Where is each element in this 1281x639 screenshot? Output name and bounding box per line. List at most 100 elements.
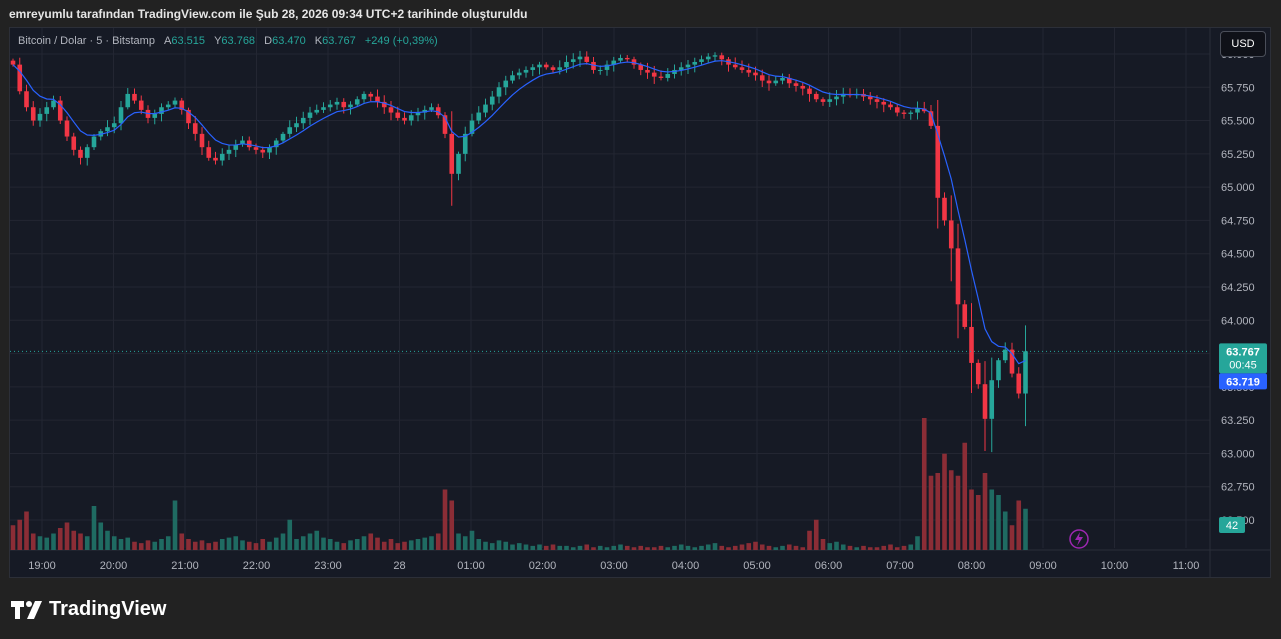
candle-body: [84, 147, 90, 158]
candle-body: [334, 101, 340, 105]
volume-bar: [591, 547, 596, 550]
volume-bar: [820, 539, 826, 550]
low-key: D: [264, 35, 273, 47]
volume-bar: [874, 547, 880, 550]
candle-body: [834, 96, 839, 100]
volume-bar: [253, 543, 259, 550]
volume-bar: [219, 539, 225, 550]
candle-body: [260, 149, 266, 153]
tradingview-logo[interactable]: TradingView: [11, 598, 166, 621]
volume-bar: [867, 547, 873, 550]
x-tick-label: 22:00: [243, 560, 271, 572]
candle-body: [786, 77, 792, 84]
volume-bar: [894, 547, 900, 550]
candle-body: [449, 133, 455, 174]
volume-bar: [584, 544, 590, 550]
candle-body: [361, 93, 367, 100]
volume-bar: [645, 547, 650, 550]
candle-body: [314, 109, 320, 113]
candle-body: [206, 147, 212, 158]
candle-body: [658, 76, 664, 78]
volume-bar: [402, 541, 407, 550]
candle-body: [348, 104, 353, 108]
volume-bar: [1016, 500, 1022, 550]
volume-bar: [840, 544, 846, 550]
candle-body: [651, 72, 657, 77]
candle-body: [928, 111, 934, 126]
chart-frame[interactable]: 66.00065.75065.50065.25065.00064.75064.5…: [9, 27, 1271, 578]
volume-bar: [651, 547, 657, 550]
x-tick-label: 20:00: [100, 560, 128, 572]
candlestick-chart[interactable]: 66.00065.75065.50065.25065.00064.75064.5…: [10, 28, 1271, 578]
candle-body: [1016, 373, 1022, 394]
y-tick-label: 64.250: [1221, 282, 1255, 294]
candle-body: [172, 100, 178, 105]
volume-bar: [530, 545, 536, 550]
volume-bar: [780, 545, 785, 550]
candle-body: [543, 64, 549, 68]
candle-body: [996, 360, 1001, 381]
volume-bar: [658, 545, 664, 550]
candle-body: [415, 112, 421, 116]
currency-button[interactable]: USD: [1220, 31, 1266, 57]
candle-body: [908, 112, 914, 114]
candle-body: [793, 83, 799, 86]
volume-bar: [753, 541, 758, 550]
volume-bar: [982, 473, 988, 550]
candle-body: [152, 113, 158, 118]
volume-bar: [165, 536, 171, 550]
volume-bar: [105, 530, 110, 550]
volume-bar: [557, 545, 563, 550]
candle-body: [888, 104, 893, 108]
volume-bar: [611, 545, 617, 550]
volume-bar: [462, 536, 468, 550]
volume-bar: [564, 545, 569, 550]
x-tick-label: 05:00: [743, 560, 771, 572]
candle-body: [550, 67, 556, 70]
volume-bar: [368, 533, 374, 550]
candle-body: [597, 69, 603, 71]
candle-body: [759, 75, 765, 81]
volume-bar: [550, 544, 556, 550]
volume-bar: [685, 545, 691, 550]
volume-bar: [375, 537, 380, 550]
volume-bar: [307, 533, 313, 550]
x-tick-label: 19:00: [28, 560, 56, 572]
volume-bar: [921, 418, 927, 550]
candle-body: [577, 56, 583, 60]
candle-body: [827, 99, 833, 102]
x-tick-label: 28: [393, 560, 405, 572]
y-tick-label: 63.250: [1221, 415, 1255, 427]
volume-bar: [51, 533, 56, 550]
volume-bar: [321, 537, 326, 550]
candle-body: [611, 60, 617, 65]
candle-body: [192, 123, 198, 134]
candle-body: [462, 133, 468, 154]
candle-body: [840, 93, 846, 97]
volume-bar: [44, 537, 50, 550]
x-tick-label: 01:00: [457, 560, 485, 572]
candle-body: [64, 120, 70, 137]
volume-bar: [213, 541, 218, 550]
candle-body: [523, 69, 529, 73]
candle-body: [773, 80, 779, 84]
candle-body: [429, 107, 434, 110]
lightning-icon[interactable]: [1069, 529, 1089, 549]
volume-bar: [132, 541, 137, 550]
volume-bar: [84, 536, 90, 550]
volume-bar: [78, 533, 83, 550]
volume-bar: [469, 530, 475, 550]
volume-bar: [429, 536, 434, 550]
candle-body: [300, 117, 306, 124]
y-tick-label: 64.000: [1221, 315, 1255, 327]
candle-body: [483, 104, 488, 113]
volume-bar: [483, 541, 488, 550]
candle-body: [678, 67, 684, 70]
volume-bar: [678, 544, 684, 550]
volume-bar: [759, 544, 765, 550]
volume-bar: [746, 543, 752, 550]
candle-body: [942, 197, 947, 221]
volume-bar: [638, 545, 644, 550]
volume-bar: [516, 543, 522, 550]
candle-body: [631, 59, 637, 65]
